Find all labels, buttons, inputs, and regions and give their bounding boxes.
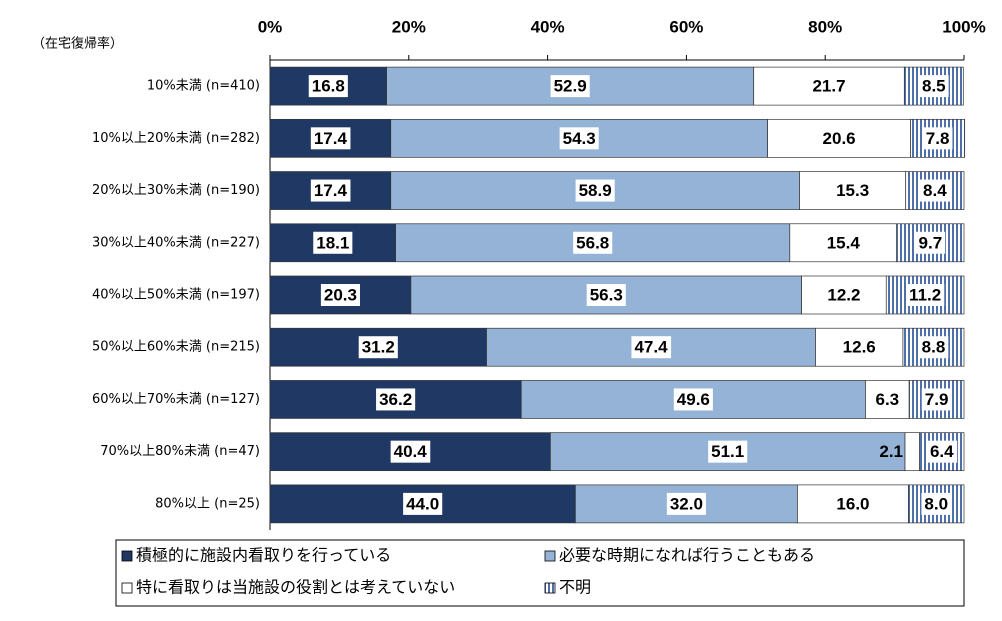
data-label: 15.3	[836, 181, 869, 200]
y-tick-label: 50%以上60%未満 (n=215)	[92, 340, 260, 355]
label-background	[920, 179, 951, 202]
data-label: 44.0	[406, 494, 439, 513]
label-background	[922, 127, 953, 150]
data-label: 11.2	[909, 285, 941, 304]
x-tick-label: 40%	[531, 17, 565, 36]
label-background	[390, 440, 431, 463]
legend-label: 特に看取りは当施設の役割とは考えていない	[136, 578, 455, 597]
data-label: 40.4	[394, 442, 428, 461]
label-background	[809, 75, 849, 98]
data-label: 12.2	[827, 285, 860, 304]
data-label: 15.4	[827, 233, 861, 252]
label-background	[906, 284, 945, 306]
axis-title: （在宅復帰率）	[32, 36, 123, 52]
legend-swatch	[544, 550, 556, 562]
y-tick-label: 40%以上50%未満 (n=197)	[92, 288, 260, 303]
label-background	[918, 336, 949, 359]
data-label: 8.4	[923, 181, 947, 200]
data-label: 17.4	[314, 181, 348, 200]
label-background	[673, 388, 713, 411]
data-label: 20.3	[324, 285, 357, 304]
label-background	[824, 284, 864, 306]
data-label: 21.7	[812, 77, 845, 96]
data-label: 8.5	[922, 77, 946, 96]
x-tick-label: 0%	[258, 17, 283, 36]
y-tick-label: 30%以上40%未満 (n=227)	[92, 235, 260, 250]
label-background	[550, 75, 590, 98]
data-label: 58.9	[579, 181, 612, 200]
data-label: 8.0	[924, 494, 948, 513]
y-tick-label: 70%以上80%未満 (n=47)	[100, 444, 260, 459]
data-label: 7.9	[925, 390, 949, 409]
y-tick-label: 20%以上30%未満 (n=190)	[92, 183, 260, 198]
label-background	[310, 179, 351, 202]
legend-swatch	[121, 550, 133, 562]
data-label: 6.3	[875, 390, 899, 409]
data-label: 20.6	[823, 129, 856, 148]
label-background	[573, 231, 613, 254]
data-label: 51.1	[711, 442, 744, 461]
y-tick-label: 10%以上20%未満 (n=282)	[92, 131, 260, 146]
label-background	[358, 336, 398, 359]
data-label: 7.8	[926, 129, 950, 148]
label-background	[376, 388, 416, 411]
label-background	[872, 388, 903, 411]
label-background	[313, 231, 353, 254]
label-background	[921, 492, 952, 515]
label-background	[921, 388, 952, 411]
data-label: 16.0	[836, 494, 869, 513]
legend-label: 不明	[559, 578, 591, 597]
legend-swatch	[121, 582, 133, 594]
data-label: 49.6	[677, 390, 710, 409]
label-background	[915, 231, 946, 254]
label-background	[823, 231, 864, 254]
label-background	[839, 336, 879, 359]
label-background	[631, 336, 672, 359]
x-tick-label: 100%	[942, 17, 985, 36]
data-label: 36.2	[379, 390, 412, 409]
label-background	[310, 127, 351, 150]
label-background	[559, 127, 599, 150]
data-label: 56.8	[576, 233, 609, 252]
data-label: 31.2	[362, 338, 395, 357]
data-label: 12.6	[843, 338, 876, 357]
label-background	[926, 440, 958, 463]
data-label: 9.7	[919, 233, 943, 252]
data-label: 2.1	[879, 442, 903, 461]
x-tick-label: 20%	[392, 17, 426, 36]
label-background	[320, 284, 360, 306]
label-background	[575, 179, 615, 202]
data-label: 16.8	[312, 77, 345, 96]
data-label: 17.4	[314, 129, 348, 148]
label-background	[708, 440, 748, 463]
y-tick-label: 60%以上70%未満 (n=127)	[92, 392, 260, 407]
data-label: 32.0	[670, 494, 703, 513]
x-tick-label: 80%	[808, 17, 842, 36]
legend-box	[115, 539, 965, 607]
label-background	[586, 284, 626, 306]
label-background	[918, 75, 949, 98]
label-background	[833, 492, 873, 515]
legend-label: 積極的に施設内看取りを行っている	[136, 546, 391, 565]
data-label: 47.4	[634, 338, 668, 357]
y-tick-label: 10%未満 (n=410)	[147, 79, 260, 94]
data-label: 8.8	[922, 338, 946, 357]
legend-label: 必要な時期になれば行うこともある	[559, 546, 815, 565]
legend-swatch	[544, 582, 556, 594]
data-label: 56.3	[590, 285, 623, 304]
y-tick-label: 80%以上 (n=25)	[155, 496, 260, 511]
data-label: 52.9	[554, 77, 587, 96]
label-background	[833, 179, 873, 202]
label-background	[308, 75, 348, 98]
label-background	[403, 492, 443, 515]
data-label: 18.1	[316, 233, 349, 252]
data-label: 6.4	[930, 442, 954, 461]
label-background	[819, 127, 859, 150]
data-label: 54.3	[563, 129, 596, 148]
x-tick-label: 60%	[669, 17, 703, 36]
bar-segment	[904, 432, 920, 472]
label-background	[666, 492, 706, 515]
